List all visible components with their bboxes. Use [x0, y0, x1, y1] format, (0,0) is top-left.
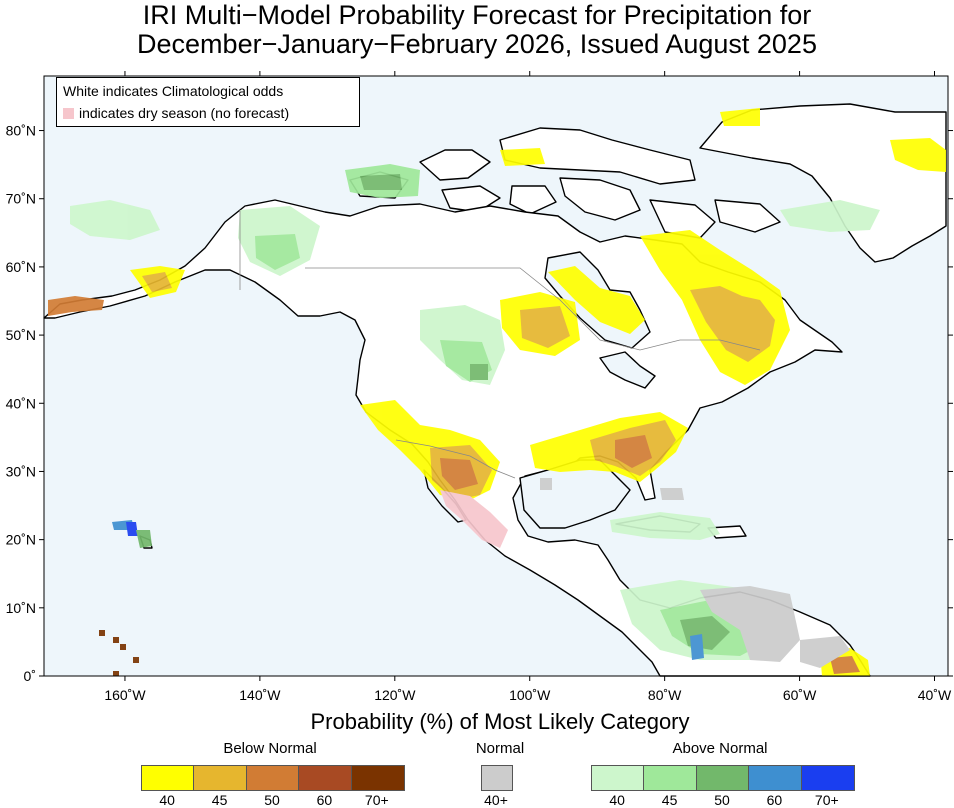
arctic-island	[499, 127, 696, 185]
above-normal-label: Above Normal	[672, 740, 768, 757]
below-normal-patch	[48, 296, 104, 316]
below-normal-patch	[830, 656, 860, 674]
arctic-island	[509, 185, 557, 215]
map-title-line-1: IRI Multi−Model Probability Forecast for…	[142, 0, 812, 30]
colorbar-cell	[246, 766, 300, 790]
colorbar-tick-label: 70+	[364, 792, 389, 808]
political-borders	[239, 210, 761, 479]
lon-tick-label: 40˚W	[918, 687, 952, 703]
arctic-island	[559, 177, 641, 221]
colorbar-tick-label: 40	[609, 792, 625, 808]
above-normal-patch	[780, 200, 880, 232]
us-mexico-border	[395, 439, 516, 479]
dry-season-note-row: indicates dry season (no forecast)	[63, 105, 289, 121]
colorbar-cell	[644, 766, 697, 790]
colorbar-tick-label: 40	[159, 792, 175, 808]
colorbar-title: Probability (%) of Most Likely Category	[310, 709, 690, 734]
latitude-labels: 80˚N 70˚N 60˚N 50˚N 40˚N 30˚N 20˚N 10˚N 0˚	[6, 123, 36, 684]
dry-season-note: indicates dry season (no forecast)	[79, 105, 290, 121]
dark-brown-dots	[99, 630, 139, 676]
normal-label: Normal	[475, 740, 525, 757]
below-normal-patch	[720, 108, 760, 126]
lat-tick-label: 0˚	[24, 668, 36, 684]
colorbar-cell	[801, 766, 854, 790]
below-normal-patch	[500, 148, 545, 166]
above-normal-patch	[470, 364, 488, 380]
us-canada-border	[305, 267, 761, 351]
lat-tick-label: 40˚N	[6, 395, 36, 411]
dry-season-swatch	[63, 108, 74, 119]
below-normal-patch	[890, 138, 946, 172]
lat-tick-label: 20˚N	[6, 532, 36, 548]
colorbar-tick-label: 45	[661, 792, 678, 808]
arctic-island	[649, 199, 716, 239]
climatology-note: White indicates Climatological odds	[63, 83, 284, 99]
below-normal-patch	[142, 272, 172, 292]
colorbar-cell	[142, 766, 195, 790]
lat-tick-label: 10˚N	[6, 600, 36, 616]
forecast-probability-patches	[48, 108, 946, 676]
below-normal-patch	[615, 435, 652, 468]
map-title-line-2: December−January−February 2026, Issued A…	[137, 29, 817, 59]
below-normal-patch	[548, 266, 645, 334]
colorbar-tick-label: 60	[316, 792, 333, 808]
below-normal-colorbar	[141, 765, 405, 791]
lat-tick-label: 60˚N	[6, 259, 36, 275]
normal-colorbar	[481, 765, 513, 791]
colorbar-tick-label: 40+	[484, 792, 508, 808]
lon-tick-label: 100˚W	[509, 687, 551, 703]
normal-patch	[660, 488, 684, 500]
map-legend-box: White indicates Climatological odds indi…	[56, 77, 360, 127]
normal-patch	[800, 636, 850, 668]
above-normal-patch	[255, 234, 300, 270]
lat-tick-label: 80˚N	[6, 123, 36, 139]
above-normal-patch	[690, 634, 704, 660]
above-normal-patch	[136, 530, 152, 548]
colorbar-cell	[299, 766, 352, 790]
above-normal-patch	[70, 200, 160, 240]
below-normal-label: Below Normal	[223, 740, 317, 757]
dry-season-patch	[440, 490, 508, 548]
below-normal-patch	[440, 458, 478, 490]
lon-tick-label: 60˚W	[783, 687, 817, 703]
map-frame	[43, 75, 949, 677]
colorbar-cell	[194, 766, 247, 790]
arctic-island	[714, 199, 781, 233]
colorbar-tick-label: 45	[211, 792, 228, 808]
longitude-labels: 160˚W 140˚W 120˚W 100˚W 80˚W 60˚W 40˚W	[104, 687, 952, 703]
arctic-island	[441, 185, 501, 213]
colorbar-cell	[482, 766, 512, 790]
normal-patch	[700, 586, 800, 662]
above-normal-patch	[126, 522, 138, 536]
lat-tick-label: 30˚N	[6, 463, 36, 479]
lon-tick-label: 140˚W	[239, 687, 281, 703]
lat-tick-label: 50˚N	[6, 327, 36, 343]
below-normal-patch	[520, 306, 570, 348]
colorbar-tick-label: 60	[766, 792, 783, 808]
lon-tick-label: 80˚W	[648, 687, 682, 703]
below-normal-patch	[690, 286, 775, 362]
above-normal-patch	[360, 174, 402, 190]
colorbar-cell	[749, 766, 802, 790]
above-normal-patch	[610, 512, 720, 540]
great-lakes	[599, 351, 656, 389]
lat-tick-label: 70˚N	[6, 191, 36, 207]
arctic-island	[419, 149, 491, 181]
colorbar-tick-label: 70+	[814, 792, 839, 808]
colorbar-tick-label: 50	[714, 792, 730, 808]
lon-tick-label: 160˚W	[104, 687, 146, 703]
lon-tick-label: 120˚W	[374, 687, 416, 703]
normal-patch	[540, 478, 552, 490]
colorbar-cell	[351, 766, 404, 790]
above-normal-colorbar	[591, 765, 855, 791]
axis-ticks	[39, 71, 953, 681]
greenland-landmass	[699, 103, 947, 263]
colorbar-cell	[696, 766, 750, 790]
colorbar-cell	[592, 766, 645, 790]
colorbar-tick-label: 50	[264, 792, 280, 808]
